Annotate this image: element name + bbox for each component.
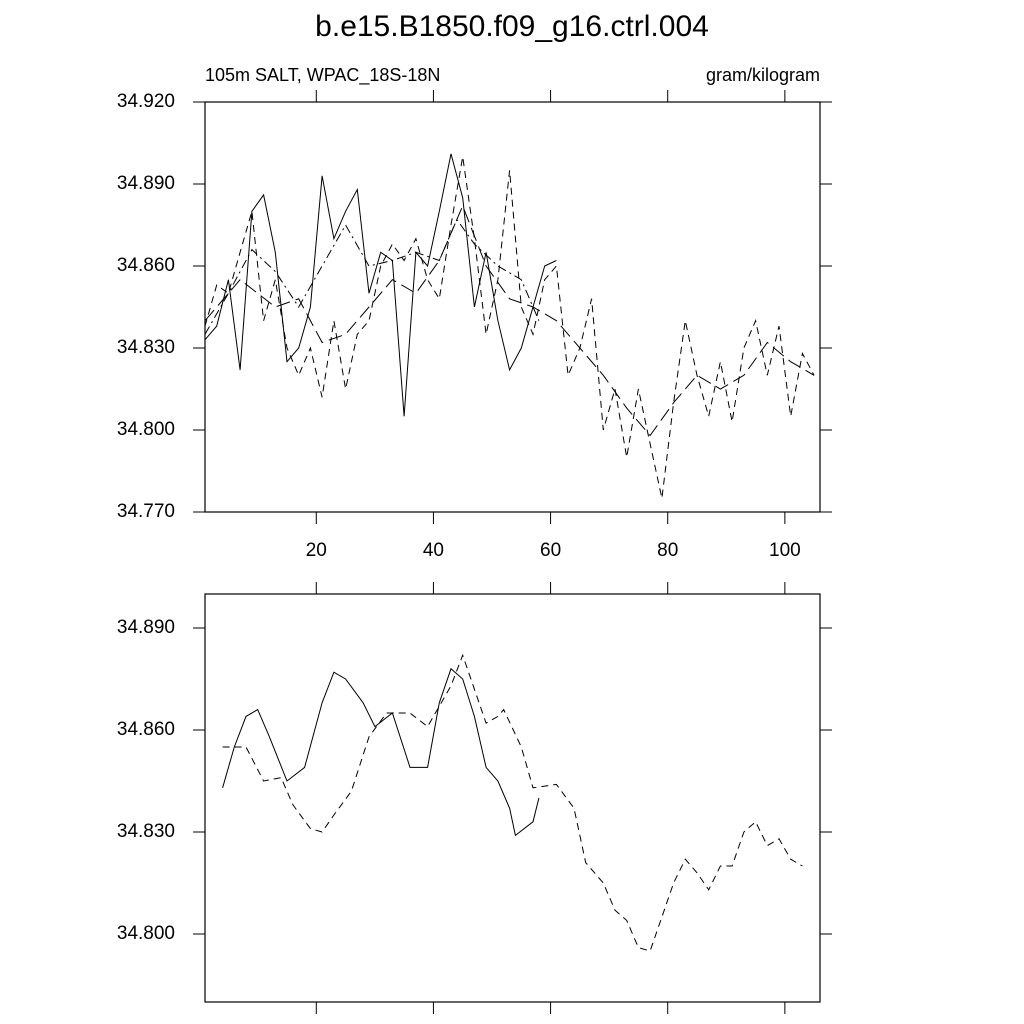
y-tick-label: 34.800 [117, 419, 175, 440]
x-tick-label: 100 [769, 540, 801, 561]
y-tick-label: 34.860 [117, 255, 175, 276]
series-line [222, 667, 540, 837]
y-tick-label: 34.920 [117, 91, 175, 112]
x-tick-label: 20 [306, 540, 327, 561]
y-tick-label: 34.890 [117, 617, 175, 638]
plot-frame [204, 593, 821, 1003]
y-tick-label: 34.860 [117, 719, 175, 740]
series-line [204, 218, 540, 335]
y-tick-label: 34.830 [117, 821, 175, 842]
series-line [204, 153, 557, 417]
y-tick-label: 34.890 [117, 173, 175, 194]
x-tick-label: 60 [540, 540, 561, 561]
y-tick-label: 34.770 [117, 501, 175, 522]
units-label: gram/kilogram [706, 65, 820, 85]
x-tick-label: 80 [657, 540, 678, 561]
x-tick-label: 40 [423, 540, 444, 561]
y-tick-label: 34.830 [117, 337, 175, 358]
plot-frame [204, 101, 821, 513]
series-line [204, 204, 815, 437]
y-tick-label: 34.800 [117, 923, 175, 944]
subtitle: 105m SALT, WPAC_18S-18N [205, 65, 440, 86]
series-line [204, 156, 815, 499]
chart-title: b.e15.B1850.f09_g16.ctrl.004 [315, 10, 709, 43]
series-line [222, 653, 803, 952]
